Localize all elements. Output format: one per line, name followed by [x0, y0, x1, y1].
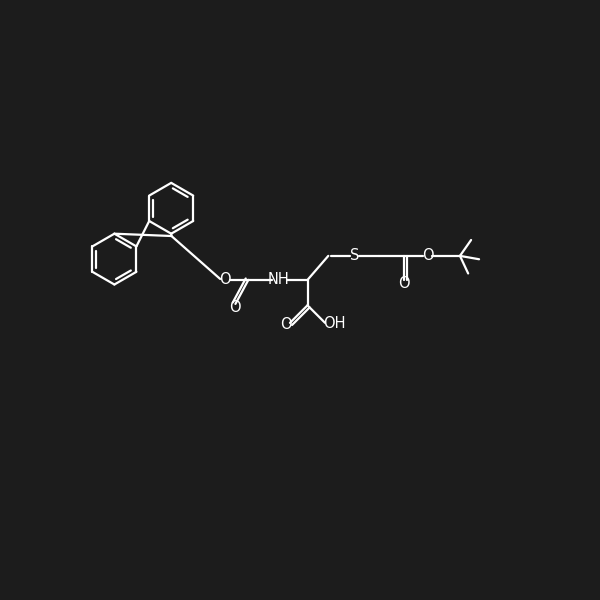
Text: S: S: [350, 248, 359, 263]
Text: O: O: [220, 272, 231, 287]
Text: NH: NH: [268, 272, 290, 287]
Text: OH: OH: [323, 316, 346, 331]
Text: O: O: [230, 300, 241, 315]
Text: O: O: [422, 248, 433, 263]
Text: O: O: [280, 317, 292, 332]
Text: O: O: [398, 276, 409, 291]
